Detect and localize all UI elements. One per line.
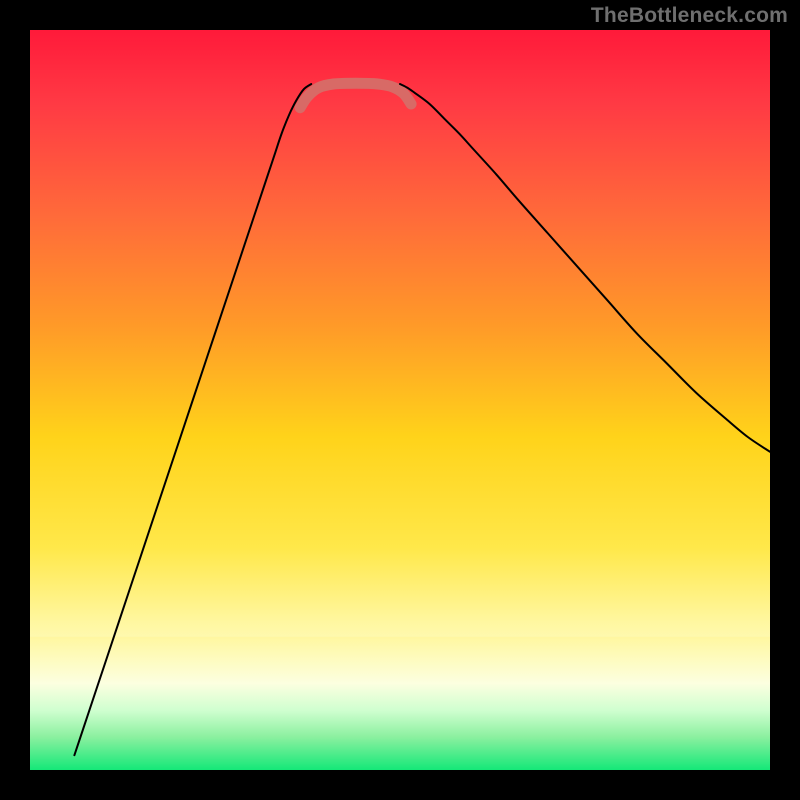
bottleneck-chart	[0, 0, 800, 800]
chart-frame: TheBottleneck.com	[0, 0, 800, 800]
watermark-text: TheBottleneck.com	[591, 4, 788, 28]
